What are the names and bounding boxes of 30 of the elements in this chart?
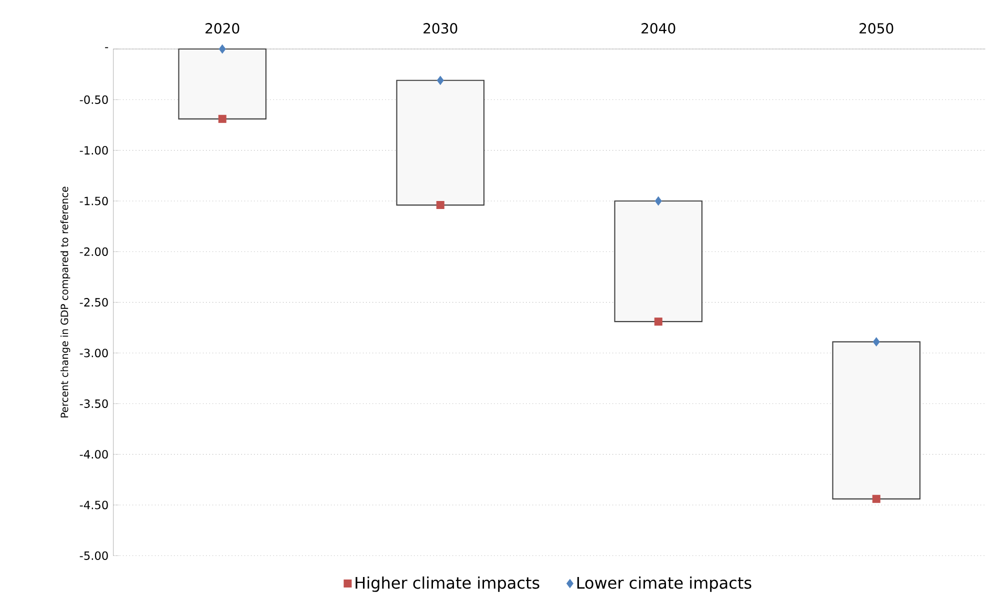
bar [832, 341, 920, 500]
y-tick-label: -1.50 [80, 196, 108, 206]
bar [396, 80, 484, 206]
x-tick-label: 2040 [642, 23, 676, 34]
point [654, 196, 662, 206]
y-tick-label: -1.00 [80, 146, 108, 155]
point [218, 114, 226, 123]
y-tick-label: -5.00 [80, 551, 108, 560]
y-tick-label: -3.00 [80, 348, 108, 358]
point [218, 44, 226, 54]
y-tick-label: -4.50 [80, 500, 108, 510]
legend-label: Lower cimate impacts [577, 576, 752, 592]
point [872, 337, 880, 346]
y-tick-label: - [105, 47, 108, 48]
y-axis-title: Percent change in GDP compared to reference [60, 186, 70, 418]
bar [178, 48, 266, 120]
legend-label: Higher climate impacts [356, 576, 540, 592]
x-tick-label: 2030 [424, 23, 458, 34]
point [872, 494, 880, 503]
bar [614, 200, 702, 322]
y-tick-label: -0.50 [80, 95, 108, 104]
point [436, 76, 444, 85]
point [654, 318, 662, 326]
x-tick-label: 2050 [860, 23, 894, 34]
y-tick-label: -3.50 [80, 399, 108, 408]
y-tick-label: -2.50 [80, 298, 108, 307]
point [436, 201, 444, 210]
x-tick-label: 2020 [206, 23, 240, 34]
y-tick-label: -4.00 [80, 450, 108, 459]
y-tick-label: -2.00 [80, 247, 108, 256]
